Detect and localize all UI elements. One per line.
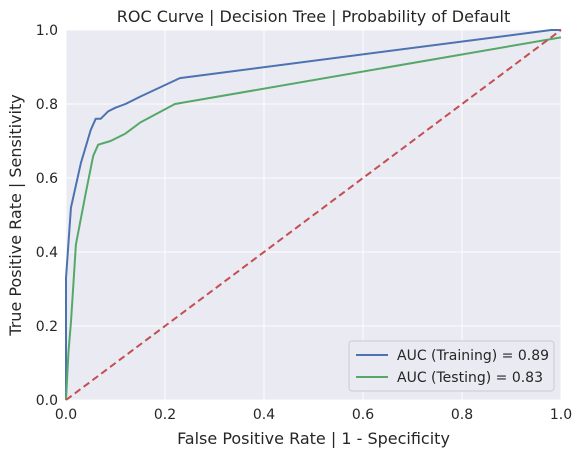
y-tick-label: 0.2 bbox=[36, 319, 58, 335]
y-axis-label: True Positive Rate | Sensitivity bbox=[6, 94, 25, 336]
legend: AUC (Training) = 0.89 AUC (Testing) = 0.… bbox=[348, 340, 555, 392]
series-layer bbox=[65, 29, 562, 401]
grid bbox=[65, 29, 562, 401]
chart-title: ROC Curve | Decision Tree | Probability … bbox=[117, 7, 510, 26]
y-tick-label: 0.8 bbox=[36, 97, 58, 113]
legend-label-training: AUC (Training) = 0.89 bbox=[397, 348, 549, 364]
x-tick-label: 0.6 bbox=[352, 407, 374, 423]
x-tick-label: 0.2 bbox=[154, 407, 176, 423]
x-tick-label: 1.0 bbox=[550, 407, 572, 423]
y-tick-label: 0.0 bbox=[36, 393, 58, 409]
roc-curve-testing bbox=[65, 36, 562, 401]
x-tick-label: 0.8 bbox=[451, 407, 473, 423]
y-tick-label: 0.6 bbox=[36, 171, 58, 187]
roc-curve-training bbox=[65, 29, 561, 400]
legend-box bbox=[348, 340, 555, 392]
x-tick-label: 0.0 bbox=[55, 407, 77, 423]
x-tick-label: 0.4 bbox=[253, 407, 275, 423]
y-tick-label: 0.4 bbox=[36, 245, 58, 261]
y-tick-label: 1.0 bbox=[36, 23, 58, 39]
y-tick-labels: 0.0 0.2 0.4 0.6 0.8 1.0 bbox=[36, 23, 58, 409]
chance-line bbox=[65, 29, 562, 401]
x-tick-labels: 0.0 0.2 0.4 0.6 0.8 1.0 bbox=[55, 407, 572, 423]
x-axis-label: False Positive Rate | 1 - Specificity bbox=[177, 429, 450, 448]
legend-label-testing: AUC (Testing) = 0.83 bbox=[397, 370, 543, 386]
